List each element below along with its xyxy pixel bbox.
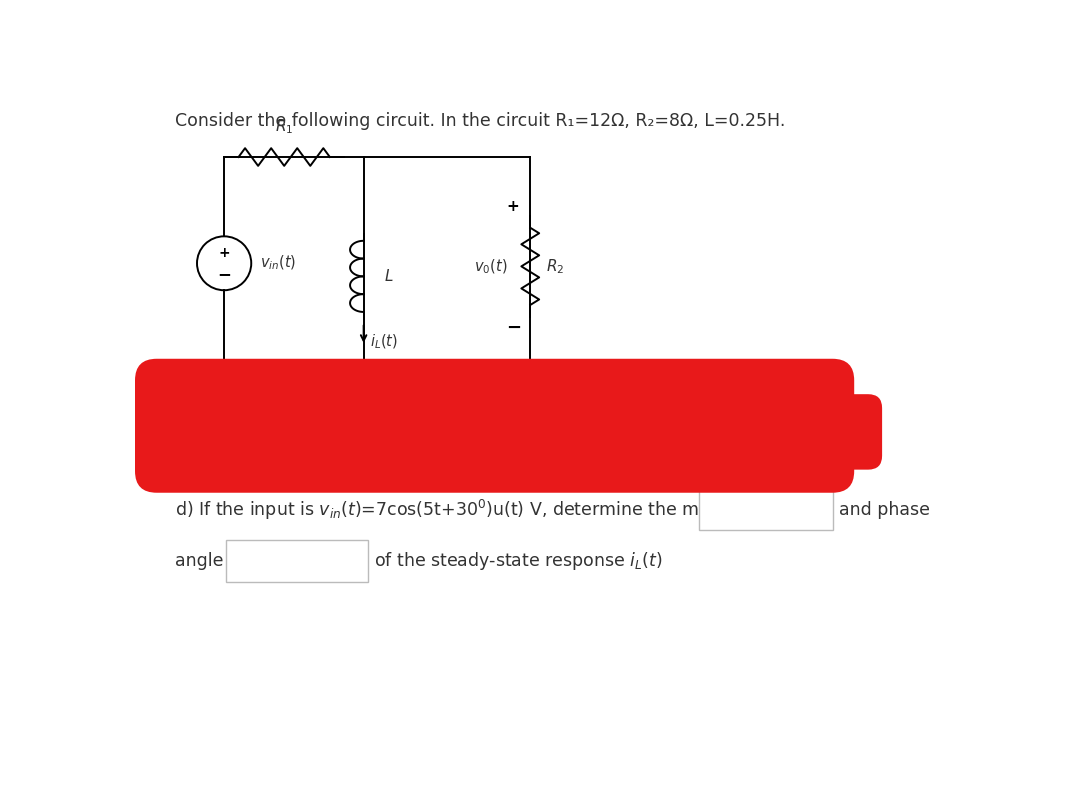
FancyBboxPatch shape (123, 389, 186, 460)
Text: +: + (218, 246, 230, 260)
FancyBboxPatch shape (135, 359, 854, 493)
Text: $R_2$: $R_2$ (545, 257, 564, 276)
Text: d) If the input is $v_{in}(t)$=7cos(5t+30$^0$)u(t) V, determine the magnitude: d) If the input is $v_{in}(t)$=7cos(5t+3… (175, 498, 777, 522)
FancyBboxPatch shape (123, 382, 186, 469)
Text: $v_{in}(t)$: $v_{in}(t)$ (260, 254, 296, 272)
Text: $i_L(t)$: $i_L(t)$ (369, 333, 397, 351)
Text: Consider the following circuit. In the circuit R₁=12Ω, R₂=8Ω, L=0.25H.: Consider the following circuit. In the c… (175, 112, 785, 130)
Text: −: − (217, 265, 231, 283)
Text: of the steady-state response $i_L(t)$: of the steady-state response $i_L(t)$ (374, 550, 662, 572)
Text: angle: angle (175, 553, 224, 570)
Text: $R_1$: $R_1$ (275, 117, 294, 137)
Text: and phase: and phase (839, 501, 930, 519)
Text: +: + (507, 199, 519, 214)
FancyBboxPatch shape (794, 394, 882, 469)
Text: −: − (505, 318, 521, 337)
FancyBboxPatch shape (699, 489, 833, 531)
FancyBboxPatch shape (227, 541, 367, 582)
Text: $L$: $L$ (383, 268, 393, 284)
Text: $v_0(t)$: $v_0(t)$ (473, 257, 507, 276)
